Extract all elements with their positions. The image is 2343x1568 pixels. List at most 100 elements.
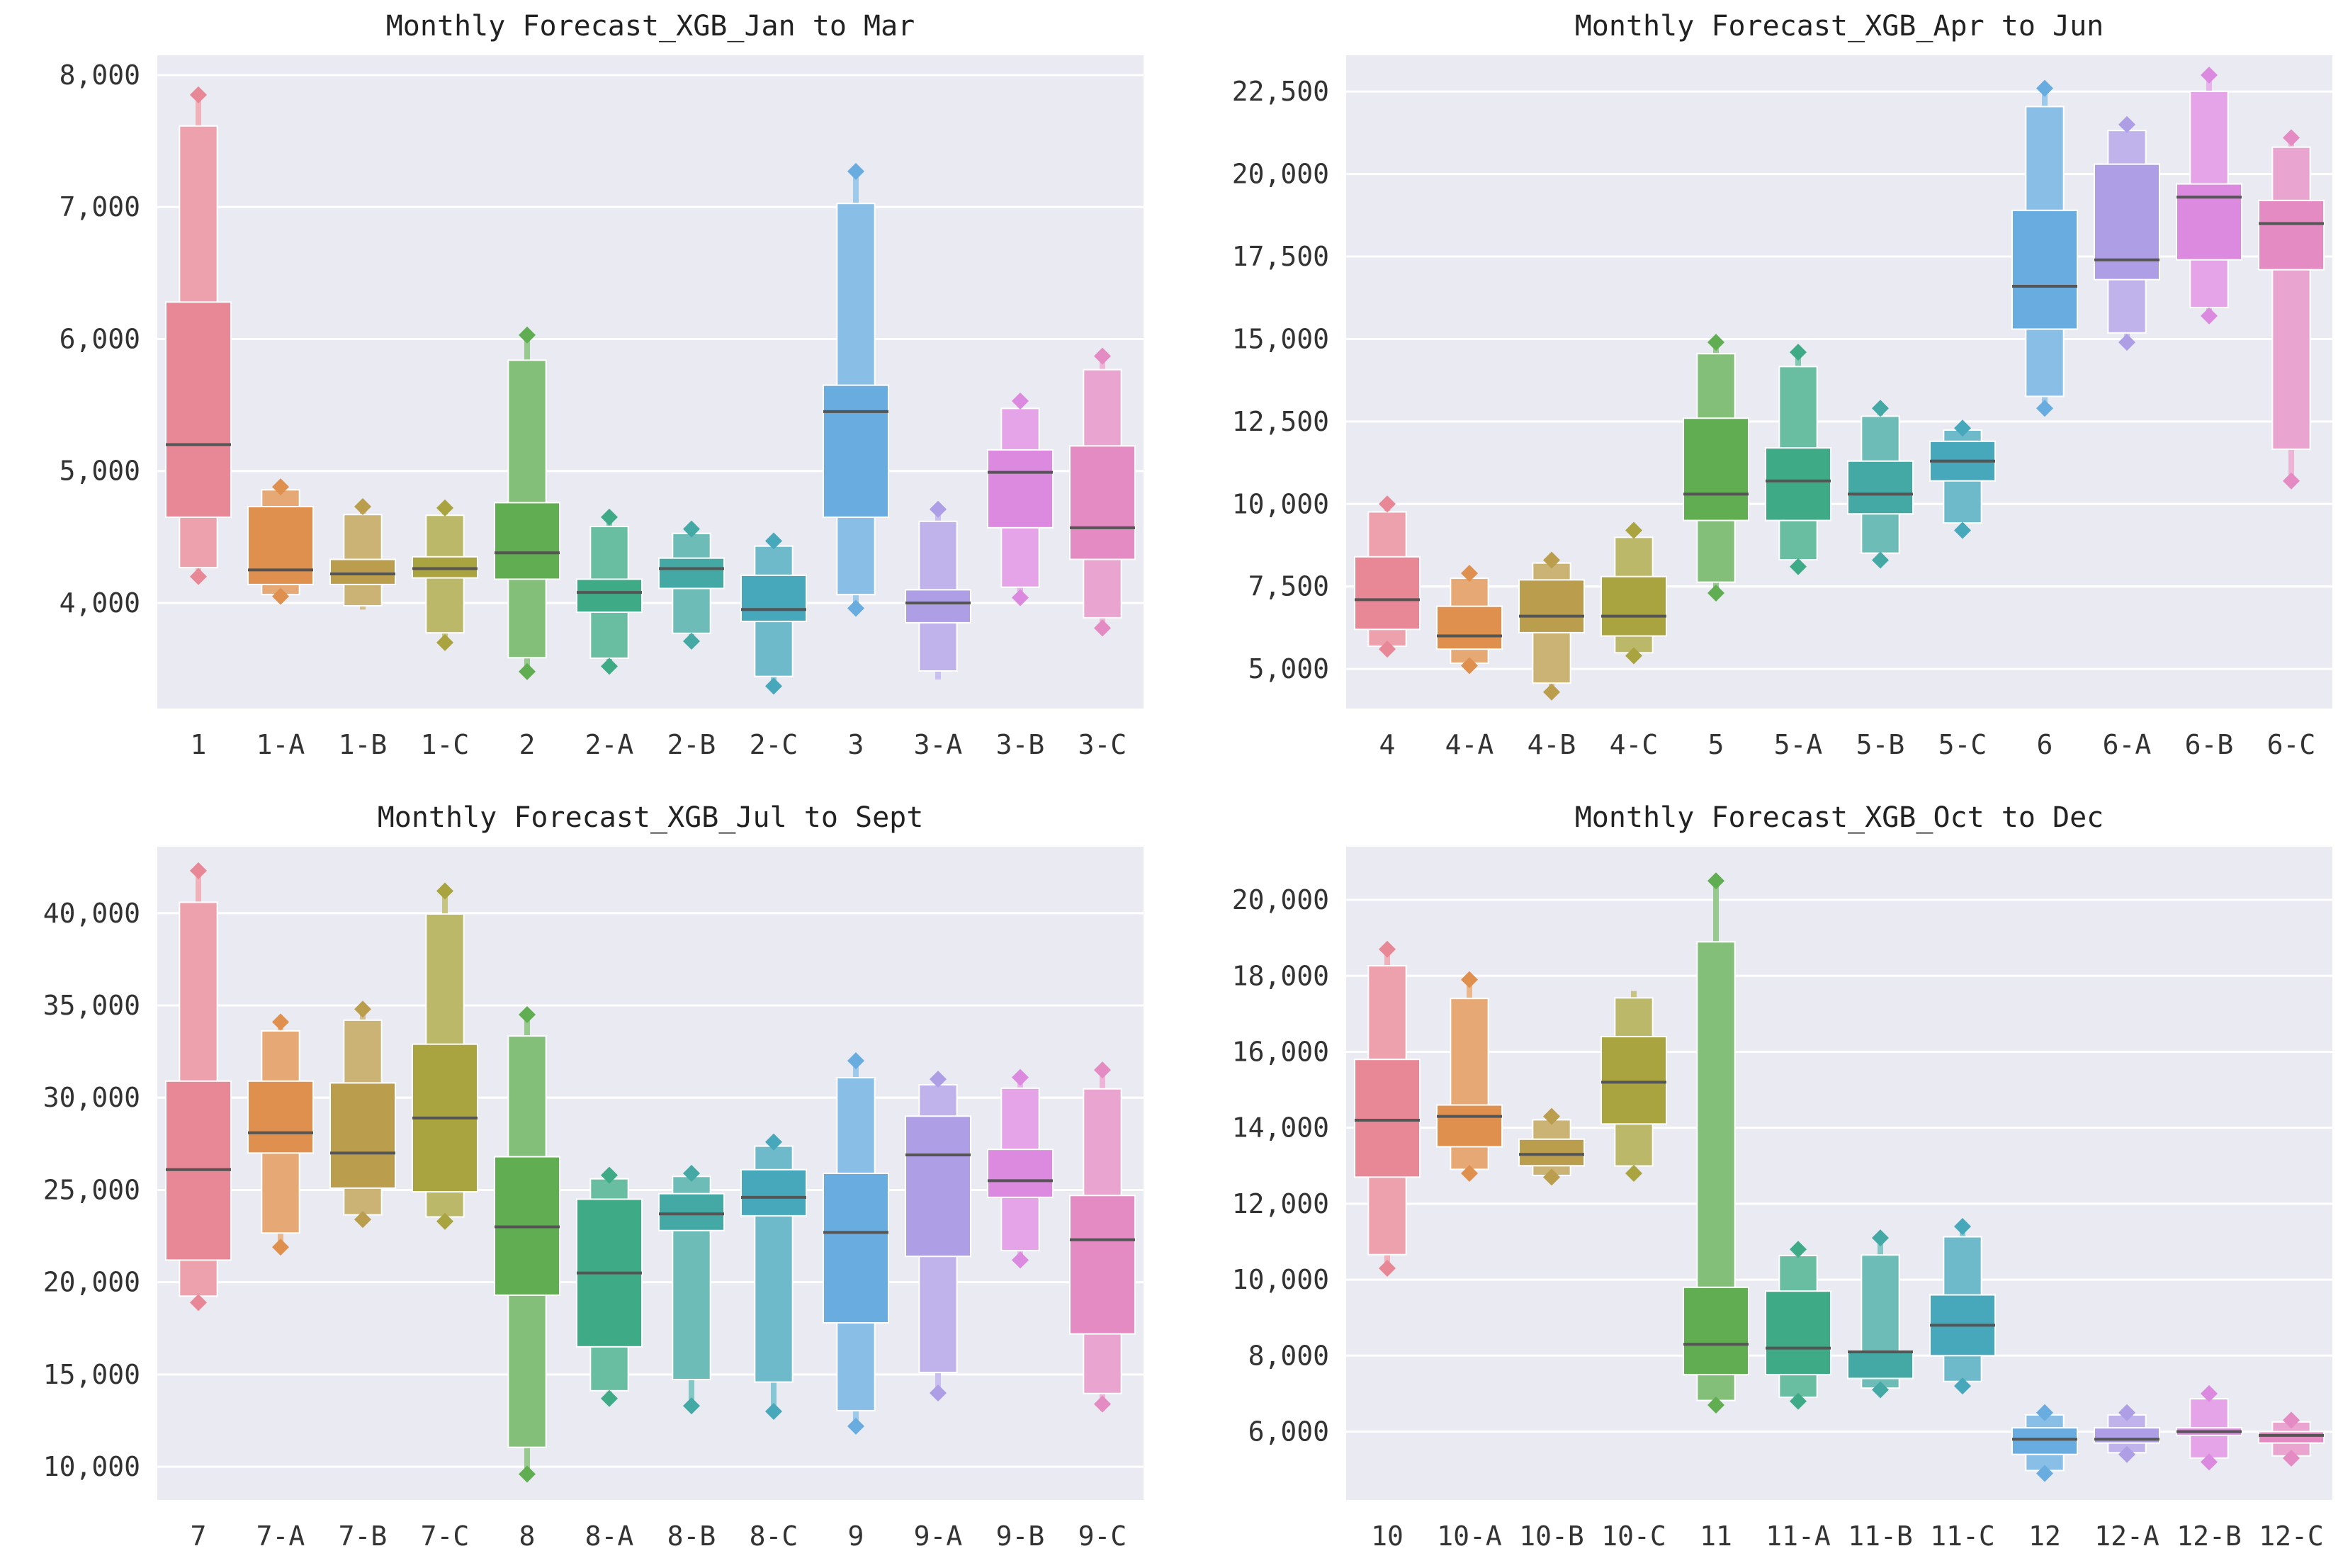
x-tick-label: 12-B (2177, 1521, 2242, 1552)
x-tick-label: 11 (1700, 1521, 1732, 1552)
boxen-8 (494, 1006, 560, 1483)
y-tick-label: 10,000 (1232, 488, 1329, 519)
box (1600, 575, 1667, 637)
outlier-point (1379, 641, 1396, 658)
boxen-1-B (329, 498, 396, 610)
outlier-point (1872, 1229, 1889, 1247)
outlier-point (1954, 419, 1971, 437)
outlier-point (354, 1211, 371, 1229)
x-tick-label: 6-A (2103, 729, 2152, 760)
outlier-point (601, 508, 618, 526)
outlier-point (1707, 334, 1724, 351)
x-tick-label: 5 (1708, 729, 1724, 760)
outlier-point (2283, 472, 2300, 490)
outlier-point (601, 1389, 618, 1407)
boxen-8-A (576, 1166, 643, 1407)
outlier-point (1790, 344, 1807, 361)
outlier-point (765, 1133, 782, 1151)
box (2011, 1427, 2078, 1455)
boxen-9 (823, 1052, 889, 1435)
boxen-6-C (2258, 129, 2325, 490)
x-tick-label: 4-B (1528, 729, 1576, 760)
outlier-point (519, 1006, 536, 1024)
x-tick-label: 3-C (1078, 729, 1127, 760)
outlier-point (190, 862, 207, 879)
boxen-5-C (1929, 419, 1996, 539)
outlier-point (1094, 619, 1111, 637)
x-tick-label: 5-C (1938, 729, 1987, 760)
x-tick-label: 1-B (339, 729, 388, 760)
x-tick-label: 10 (1371, 1521, 1404, 1552)
outlier-point (1094, 347, 1111, 365)
outlier-point (2201, 66, 2218, 84)
x-tick-label: 10-B (1519, 1521, 1584, 1552)
y-tick-label: 20,000 (1232, 159, 1329, 190)
y-tick-label: 12,000 (1232, 1188, 1329, 1219)
boxen-1-A (247, 478, 314, 605)
x-tick-label: 7 (191, 1521, 207, 1552)
box (1683, 1286, 1749, 1376)
x-tick-label: 8-C (750, 1521, 798, 1552)
boxen-10-A (1436, 971, 1503, 1182)
box (2011, 209, 2078, 330)
outlier-point (519, 326, 536, 344)
outlier-point (930, 1071, 947, 1088)
boxen-6 (2011, 79, 2078, 417)
outlier-point (1461, 657, 1478, 675)
boxen-11 (1683, 872, 1749, 1414)
outlier-point (2036, 400, 2053, 417)
y-tick-label: 20,000 (1232, 884, 1329, 915)
outlier-point (765, 677, 782, 695)
outlier-point (519, 1465, 536, 1483)
outlier-point (1872, 1381, 1889, 1399)
outlier-point (1707, 1396, 1724, 1414)
outlier-point (190, 1294, 207, 1312)
x-tick-label: 6-C (2267, 729, 2316, 760)
outlier-point (272, 1013, 289, 1031)
outlier-point (272, 587, 289, 605)
y-tick-label: 7,000 (60, 191, 140, 222)
boxen-2 (494, 326, 560, 680)
y-tick-label: 22,500 (1232, 76, 1329, 107)
boxen-10 (1354, 940, 1421, 1277)
outlier-point (436, 882, 453, 900)
y-tick-label: 12,500 (1232, 406, 1329, 437)
boxen-7-C (412, 882, 478, 1230)
box (905, 1115, 971, 1258)
outlier-point (1012, 589, 1029, 607)
outlier-point (354, 1000, 371, 1018)
y-tick-label: 6,000 (60, 323, 140, 354)
y-tick-label: 8,000 (1248, 1340, 1329, 1371)
outlier-point (1012, 1068, 1029, 1086)
outlier-point (683, 633, 700, 650)
y-tick-label: 17,500 (1232, 241, 1329, 272)
outlier-point (2118, 115, 2135, 133)
boxen-5 (1683, 334, 1749, 602)
boxen-12-C (2258, 1411, 2325, 1467)
boxen-6-B (2176, 66, 2242, 325)
outlier-point (1379, 940, 1396, 958)
x-tick-label: 8-B (667, 1521, 716, 1552)
box (576, 578, 643, 614)
x-tick-label: 4-C (1610, 729, 1659, 760)
outlier-point (2283, 129, 2300, 147)
x-tick-label: 11-C (1930, 1521, 1995, 1552)
box (247, 506, 314, 585)
x-tick-label: 8-A (585, 1521, 634, 1552)
y-tick-label: 25,000 (43, 1174, 140, 1205)
y-tick-label: 10,000 (1232, 1264, 1329, 1295)
outlier-point (1625, 647, 1642, 665)
x-tick-label: 10-A (1437, 1521, 1502, 1552)
outlier-point (2201, 307, 2218, 325)
outlier-point (190, 568, 207, 585)
x-tick-label: 2-C (750, 729, 798, 760)
outlier-point (2118, 1445, 2135, 1463)
x-tick-label: 1-C (421, 729, 470, 760)
panel-apr-to-jun: 5,000 7,500 10,000 12,500 15,000 17,500 20,000… (1232, 10, 2332, 760)
x-tick-label: 12-A (2094, 1521, 2159, 1552)
outlier-point (2118, 334, 2135, 351)
boxen-10-B (1518, 1107, 1585, 1186)
outlier-point (272, 478, 289, 496)
x-tick-label: 7-A (256, 1521, 305, 1552)
box (823, 1173, 889, 1324)
